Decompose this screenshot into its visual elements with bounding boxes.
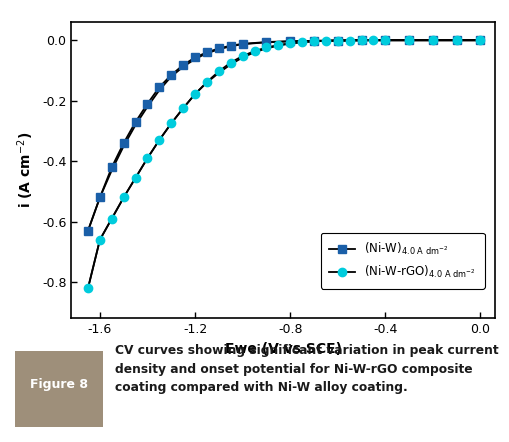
Text: Figure 8: Figure 8 xyxy=(30,378,88,391)
Legend: (Ni-W)$_{4.0\ \mathrm{A\ dm^{-2}}}$, (Ni-W-rGO)$_{4.0\ \mathrm{A\ dm^{-2}}}$: (Ni-W)$_{4.0\ \mathrm{A\ dm^{-2}}}$, (Ni… xyxy=(320,233,484,289)
Y-axis label: i (A cm$^{-2}$): i (A cm$^{-2}$) xyxy=(16,132,37,208)
FancyBboxPatch shape xyxy=(15,351,102,427)
Text: CV curves showing significant variation in peak current
density and onset potent: CV curves showing significant variation … xyxy=(115,344,498,394)
X-axis label: Ewe (V vs SCE): Ewe (V vs SCE) xyxy=(224,342,341,356)
